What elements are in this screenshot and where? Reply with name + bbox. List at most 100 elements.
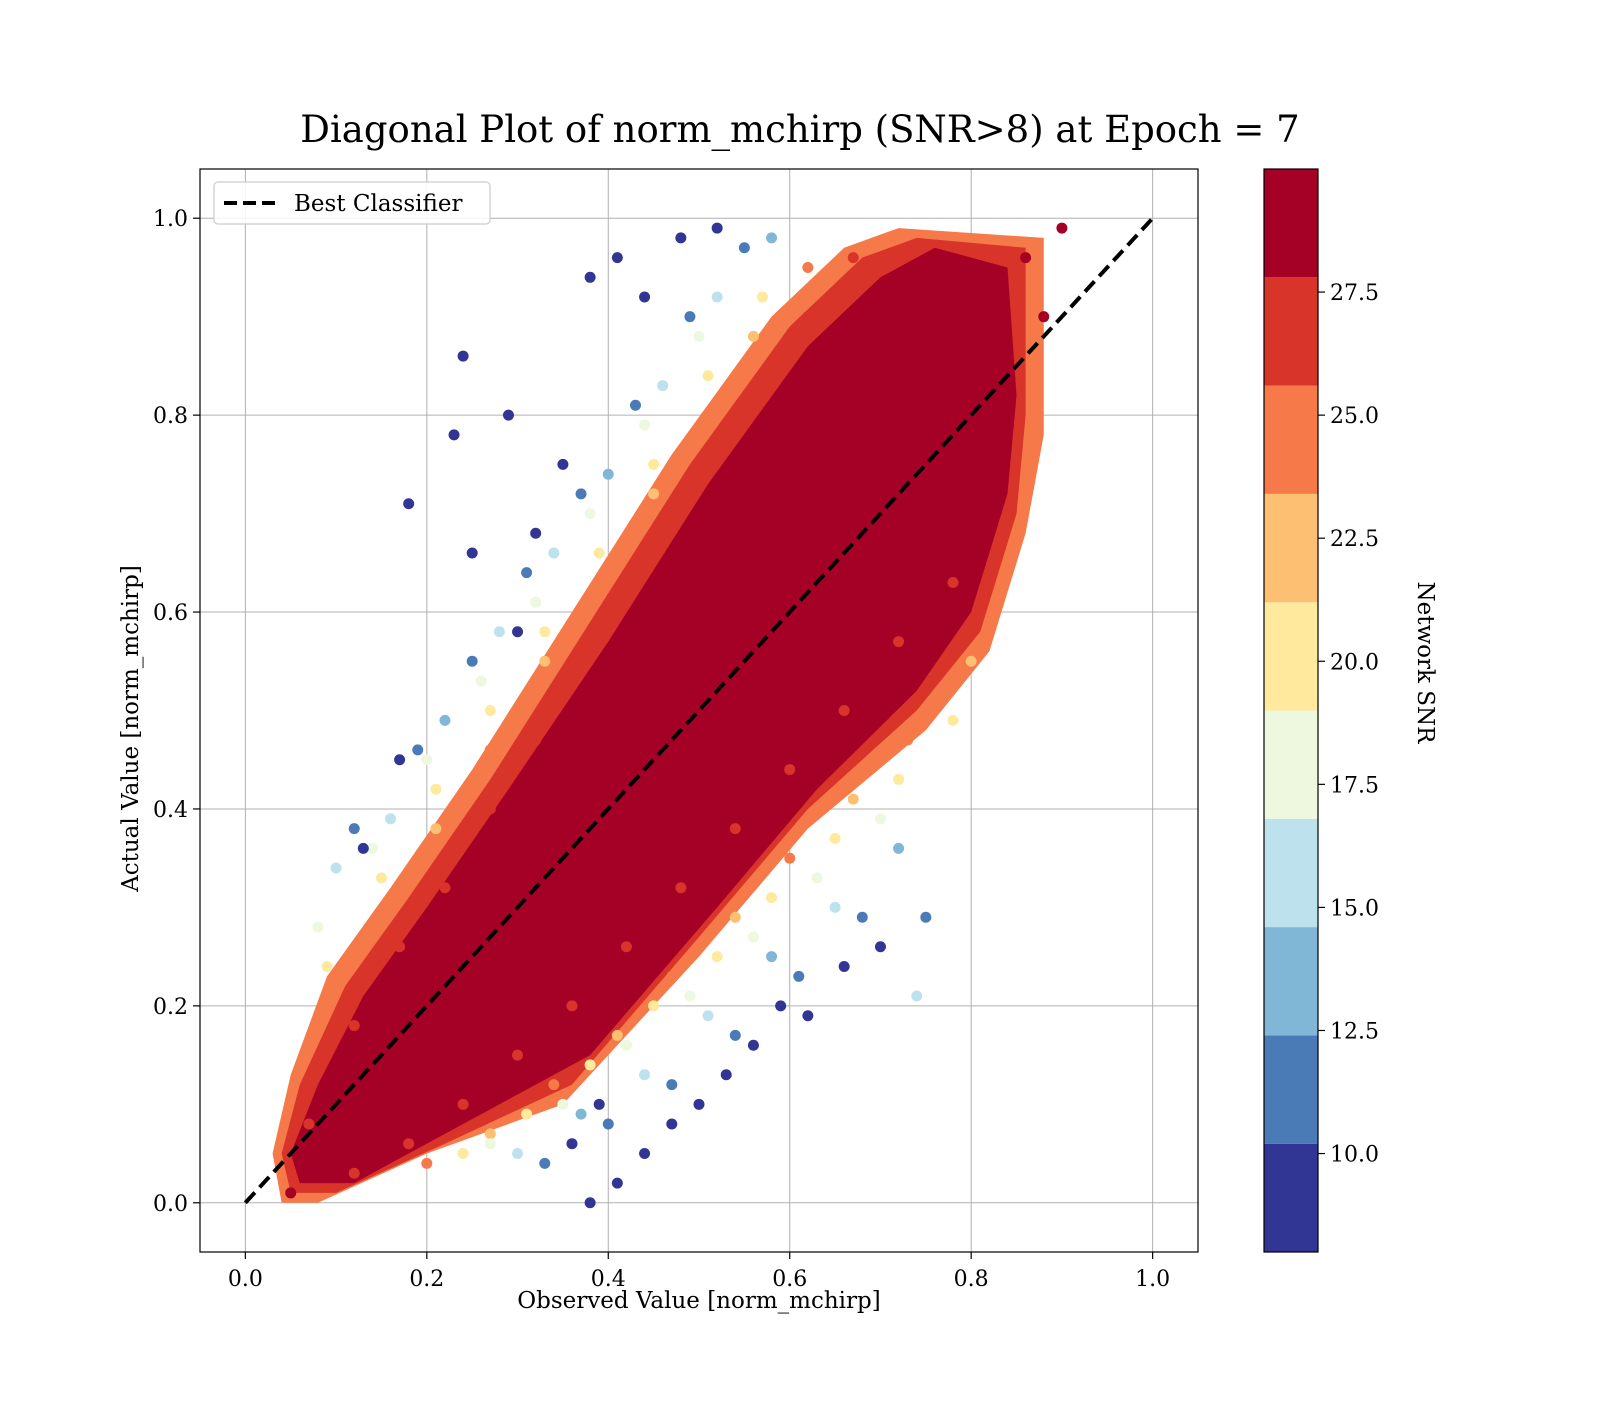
scatter-point — [648, 458, 660, 470]
colorbar-bin — [1264, 385, 1318, 494]
scatter-point — [602, 1118, 614, 1130]
scatter-point — [811, 872, 823, 884]
scatter-point — [403, 980, 415, 992]
scatter-point — [666, 1079, 678, 1091]
scatter-point — [475, 675, 487, 687]
scatter-point — [557, 882, 569, 894]
scatter-point — [829, 832, 841, 844]
scatter-point — [512, 1148, 524, 1160]
scatter-point — [693, 1098, 705, 1110]
scatter-point — [965, 429, 977, 441]
scatter-point — [684, 990, 696, 1002]
scatter-point — [729, 1029, 741, 1041]
scatter-point — [702, 409, 714, 421]
scatter-point — [1020, 252, 1032, 264]
scatter-point — [766, 892, 778, 904]
x-axis-ticks: 0.0 0.2 0.4 0.6 0.8 1.0 — [228, 1252, 1170, 1292]
scatter-point — [856, 478, 868, 490]
scatter-point — [484, 1128, 496, 1140]
scatter-point — [575, 1108, 587, 1120]
scatter-point — [802, 1010, 814, 1022]
scatter-point — [412, 744, 424, 756]
scatter-point — [847, 793, 859, 805]
scatter-point — [784, 636, 796, 648]
scatter-point — [611, 252, 623, 264]
scatter-point — [593, 547, 605, 559]
colorbar-tick-label: 27.5 — [1330, 281, 1379, 306]
reference-line-layer — [243, 216, 1155, 1205]
scatter-point — [439, 882, 451, 894]
scatter-point — [493, 882, 505, 894]
scatter-point — [430, 783, 442, 795]
scatter-point — [285, 1187, 297, 1199]
scatter-point — [1056, 222, 1068, 234]
scatter-point — [620, 1039, 632, 1051]
scatter-point — [775, 1000, 787, 1012]
scatter-point — [493, 626, 505, 638]
scatter-point — [593, 1098, 605, 1110]
scatter-point — [720, 626, 732, 638]
scatter-point — [421, 754, 433, 766]
scatter-point — [947, 714, 959, 726]
scatter-point — [330, 862, 342, 874]
scatter-point — [348, 1098, 360, 1110]
scatter-point — [321, 960, 333, 972]
legend-box — [213, 181, 491, 225]
best-classifier-line — [243, 216, 1155, 1205]
colorbar-tick-label: 10.0 — [1330, 1143, 1379, 1168]
scatter-point — [802, 261, 814, 273]
scatter-point — [829, 586, 841, 598]
y-tick-label: 0.8 — [153, 404, 188, 429]
legend-entry-best-classifier: Best Classifier — [294, 191, 462, 217]
scatter-point — [348, 1167, 360, 1179]
scatter-point — [457, 350, 469, 362]
dense-point-cloud — [272, 228, 1044, 1203]
scatter-point — [693, 734, 705, 746]
scatter-point — [766, 232, 778, 244]
scatter-point — [639, 1069, 651, 1081]
scatter-points — [285, 222, 1068, 1209]
scatter-point — [466, 980, 478, 992]
scatter-point — [539, 655, 551, 667]
scatter-point — [702, 370, 714, 382]
scatter-point — [602, 468, 614, 480]
scatter-point — [920, 911, 932, 923]
scatter-point — [747, 1039, 759, 1051]
scatter-point — [584, 271, 596, 283]
scatter-point — [421, 1020, 433, 1032]
scatter-point — [639, 1148, 651, 1160]
scatter-point — [657, 380, 669, 392]
scatter-point — [920, 478, 932, 490]
scatter-point — [711, 439, 723, 451]
scatter-point — [1001, 350, 1013, 362]
scatter-point — [575, 655, 587, 667]
scatter-point — [530, 527, 542, 539]
scatter-point — [312, 1138, 324, 1150]
scatter-point — [439, 714, 451, 726]
scatter-point — [793, 970, 805, 982]
scatter-point — [838, 705, 850, 716]
scatter-point — [457, 1098, 469, 1110]
scatter-point — [648, 1000, 660, 1012]
scatter-point — [403, 1138, 415, 1150]
scatter-point — [584, 1197, 596, 1209]
legend: Best Classifier — [213, 181, 491, 225]
colorbar-bin — [1264, 927, 1318, 1036]
x-tick-label: 0.0 — [228, 1267, 263, 1292]
y-tick-label: 0.4 — [153, 798, 188, 823]
scatter-point — [439, 941, 451, 953]
scatter-point — [375, 1069, 387, 1081]
scatter-point — [874, 813, 886, 825]
scatter-point — [784, 852, 796, 864]
scatter-point — [838, 960, 850, 972]
scatter-point — [947, 370, 959, 382]
scatter-point — [394, 941, 406, 953]
scatter-point — [666, 1118, 678, 1130]
chart-title: Diagonal Plot of norm_mchirp (SNR>8) at … — [300, 108, 1299, 152]
scatter-point — [784, 764, 796, 776]
scatter-point — [303, 1118, 315, 1130]
x-tick-label: 0.6 — [772, 1267, 807, 1292]
core-band — [290, 247, 1017, 1184]
